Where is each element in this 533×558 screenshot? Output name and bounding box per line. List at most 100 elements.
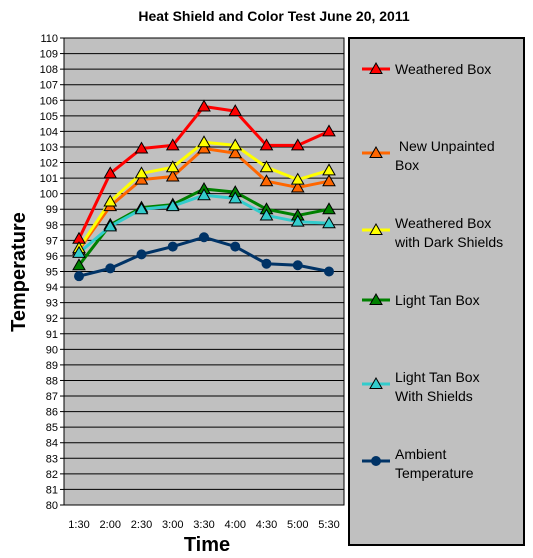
series-markers (72, 99, 336, 282)
data-point-2-4 (197, 135, 211, 148)
y-tick-label: 105 (40, 111, 58, 123)
y-tick-label: 91 (46, 329, 58, 341)
x-axis-ticks: 1:30 2:00 2:30 3:00 3:30 4:00 4:30 5:00 5:30 (68, 519, 339, 531)
legend-swatch-marker (369, 376, 383, 389)
data-point-0-2 (134, 141, 149, 154)
y-tick-label: 99 (46, 204, 58, 216)
y-tick-label: 108 (40, 64, 58, 76)
data-point-5-3 (167, 241, 178, 252)
legend-item: Weathered Box with Dark Shields (362, 215, 503, 250)
legend-label: Ambient (395, 446, 446, 462)
legend-swatch-marker (369, 222, 383, 235)
x-tick-label: 5:00 (287, 519, 308, 531)
data-point-4-6 (259, 208, 274, 221)
x-tick-label: 1:30 (68, 519, 89, 531)
legend-label: Light Tan Box (395, 369, 480, 385)
legend: Weathered Box New Unpainted Box Weathered … (362, 61, 503, 481)
data-point-0-6 (259, 138, 274, 151)
legend-item: New Unpainted Box (362, 138, 495, 173)
data-point-5-0 (74, 271, 84, 282)
data-point-5-7 (292, 260, 303, 271)
legend-item: Weathered Box (362, 61, 491, 77)
data-point-1-7 (290, 180, 305, 193)
x-tick-label: 2:30 (131, 519, 152, 531)
data-point-4-1 (103, 219, 118, 232)
legend-label: Light Tan Box (395, 292, 480, 308)
data-point-4-8 (322, 216, 336, 229)
data-point-5-4 (199, 232, 209, 243)
data-point-5-1 (105, 263, 116, 274)
legend-swatch-marker (369, 292, 383, 305)
legend-item: Ambient Temperature (362, 446, 474, 481)
y-tick-label: 96 (46, 251, 58, 263)
chart-title: Heat Shield and Color Test June 20, 2011 (138, 8, 409, 24)
y-tick-label: 82 (46, 469, 58, 481)
legend-label: New Unpainted (395, 138, 495, 154)
y-tick-label: 102 (40, 158, 58, 170)
legend-label: with Dark Shields (394, 234, 503, 250)
plot-border (63, 37, 345, 506)
y-tick-label: 83 (46, 453, 58, 465)
grid-lines (64, 53, 344, 490)
data-point-0-7 (290, 138, 305, 151)
y-tick-label: 109 (40, 49, 58, 61)
legend-item: Light Tan Box With Shields (362, 369, 480, 404)
data-point-1-4 (197, 141, 211, 154)
y-tick-label: 101 (40, 173, 58, 185)
data-point-2-8 (322, 163, 336, 176)
y-tick-label: 80 (46, 500, 58, 512)
data-point-3-0 (72, 258, 86, 271)
x-tick-label: 4:30 (256, 519, 277, 531)
x-tick-label: 3:00 (162, 519, 183, 531)
y-tick-label: 92 (46, 313, 58, 325)
legend-swatch-marker (371, 456, 381, 466)
data-point-4-5 (228, 191, 243, 204)
y-tick-label: 107 (40, 80, 58, 92)
y-tick-label: 95 (46, 267, 58, 279)
data-point-4-4 (197, 188, 211, 201)
y-tick-label: 110 (40, 33, 58, 45)
legend-label: Weathered Box (395, 61, 491, 77)
legend-label: Temperature (395, 465, 474, 481)
data-point-0-5 (228, 104, 243, 117)
data-point-4-0 (72, 245, 86, 258)
y-tick-label: 94 (46, 282, 58, 294)
y-axis-title: Temperature (8, 212, 30, 332)
legend-label: With Shields (395, 388, 473, 404)
y-tick-label: 85 (46, 422, 58, 434)
legend-item: Light Tan Box (362, 292, 480, 308)
y-tick-label: 89 (46, 360, 58, 372)
y-tick-label: 87 (46, 391, 58, 403)
legend-label: Weathered Box (395, 215, 491, 231)
data-point-3-8 (322, 202, 336, 215)
y-tick-label: 106 (40, 95, 58, 107)
y-tick-label: 88 (46, 375, 58, 387)
legend-swatch-marker (369, 61, 383, 74)
data-point-4-2 (134, 202, 149, 215)
data-point-4-3 (165, 199, 180, 212)
y-tick-label: 93 (46, 298, 58, 310)
data-point-1-2 (134, 172, 149, 185)
data-point-0-3 (165, 138, 180, 151)
y-tick-label: 84 (46, 438, 58, 450)
data-point-5-5 (230, 241, 241, 252)
data-point-5-2 (136, 249, 147, 260)
data-point-2-6 (259, 160, 274, 173)
y-tick-label: 86 (46, 407, 58, 419)
data-point-2-5 (228, 138, 243, 151)
y-tick-label: 81 (46, 484, 58, 496)
data-point-1-8 (322, 174, 336, 187)
y-axis-ticks: 80 81 82 83 84 85 86 87 88 89 90 91 92 93 94 95 96 97 98 99… (40, 33, 64, 512)
data-point-2-2 (134, 166, 149, 179)
data-point-1-6 (259, 174, 274, 187)
y-tick-label: 100 (40, 189, 58, 201)
y-tick-label: 104 (40, 126, 58, 138)
legend-swatch-marker (369, 145, 383, 158)
data-point-5-6 (261, 258, 272, 269)
y-tick-label: 97 (46, 235, 58, 247)
data-point-1-3 (165, 169, 180, 182)
data-point-0-4 (197, 99, 211, 112)
data-point-5-8 (324, 266, 334, 277)
x-tick-label: 3:30 (193, 519, 214, 531)
x-tick-label: 5:30 (318, 519, 339, 531)
